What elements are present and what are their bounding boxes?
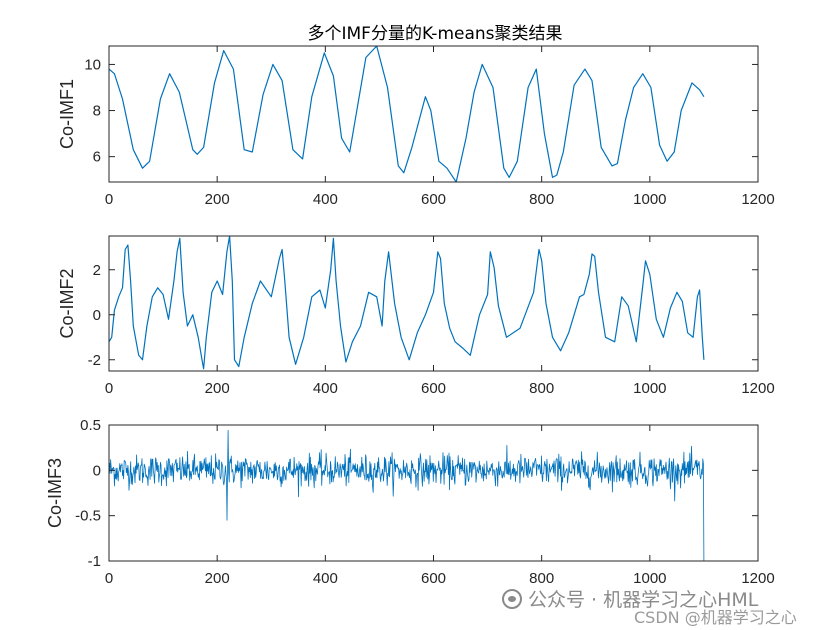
y-tick-label: 0 [93, 307, 101, 324]
axes-box [108, 424, 759, 562]
series-line [109, 430, 705, 561]
x-tick-label: 400 [313, 570, 338, 587]
x-tick-label: 0 [105, 191, 113, 208]
y-axis-label: Co-IMF2 [57, 268, 77, 338]
x-tick-label: 1000 [633, 380, 666, 397]
y-tick-label: 0.5 [80, 417, 101, 434]
y-tick-label: -0.5 [75, 508, 101, 525]
x-tick-label: 1200 [741, 380, 774, 397]
x-tick-label: 1200 [741, 570, 774, 587]
x-tick-label: 1200 [741, 191, 774, 208]
axes-box [108, 235, 759, 372]
axes-box [108, 45, 759, 183]
y-tick-label: 0 [93, 462, 101, 479]
subplot-co-imf3: 0 200 400 600 800 1000 1200 -1 -0.5 0 0.5 Co-IMF3 [45, 417, 775, 587]
y-tick-label: 8 [93, 103, 101, 120]
x-tick-label: 600 [421, 191, 446, 208]
y-tick-label: 6 [93, 149, 101, 166]
x-tick-label: 400 [313, 191, 338, 208]
figure-title: 多个IMF分量的K-means聚类结果 [307, 24, 562, 44]
watermark-line1: 公众号 · 机器学习之心HML [502, 585, 758, 612]
y-tick-label: -2 [88, 352, 101, 369]
x-tick-label: 800 [529, 191, 554, 208]
x-tick-label: 600 [421, 570, 446, 587]
x-tick-label: 0 [105, 570, 113, 587]
subplot-co-imf1: 0 200 400 600 800 1000 1200 6 8 10 Co-IMF1 [57, 45, 775, 208]
x-tick-label: 1000 [633, 191, 666, 208]
watermark-text1: 公众号 · 机器学习之心HML [528, 589, 759, 611]
x-tick-label: 800 [529, 380, 554, 397]
x-tick-label: 0 [105, 380, 113, 397]
watermark-line2: CSDN @机器学习之心 [634, 608, 797, 627]
y-tick-label: 10 [84, 56, 101, 73]
x-tick-label: 200 [205, 191, 230, 208]
y-axis-label: Co-IMF1 [57, 79, 77, 149]
x-tick-label: 600 [421, 380, 446, 397]
y-tick-label: -1 [88, 553, 101, 570]
x-tick-label: 1000 [633, 570, 666, 587]
wechat-icon [502, 588, 522, 609]
x-tick-label: 800 [529, 570, 554, 587]
x-tick-label: 400 [313, 380, 338, 397]
series-line [109, 46, 705, 182]
series-line [109, 236, 705, 370]
x-tick-label: 200 [205, 570, 230, 587]
y-tick-label: 2 [93, 262, 101, 279]
x-tick-label: 200 [205, 380, 230, 397]
y-axis-label: Co-IMF3 [45, 458, 65, 528]
